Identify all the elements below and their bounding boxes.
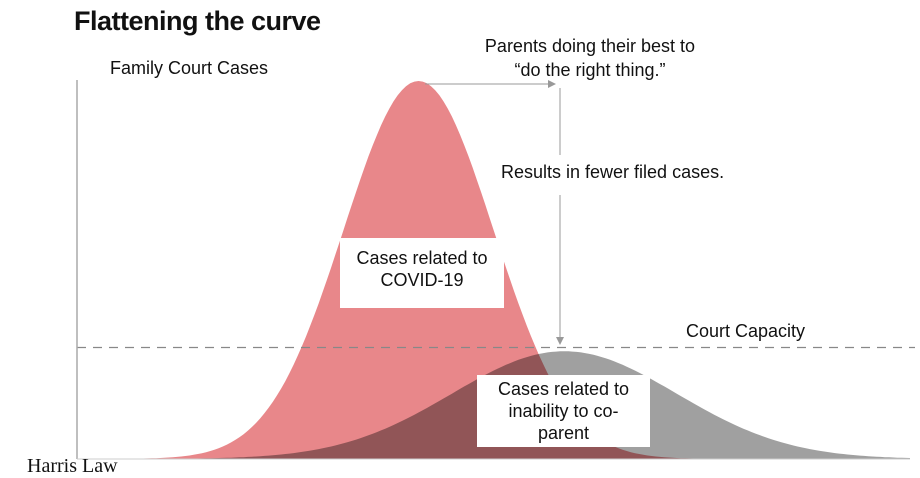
covid-cases-label-box: Cases related to COVID-19 [340, 238, 504, 308]
court-capacity-label: Court Capacity [686, 321, 806, 341]
y-axis-label: Family Court Cases [110, 58, 269, 78]
coparent-cases-label-box: Cases related to inability to co- parent [477, 375, 650, 447]
box-line: Cases related to [497, 379, 630, 399]
box-line: parent [537, 423, 590, 443]
arrow-right-icon [425, 80, 556, 88]
brand-logo-text: Harris Law [27, 455, 118, 477]
arrow-down-icon [556, 88, 564, 345]
top-annotation-line: Parents doing their best to [484, 36, 696, 56]
box-line: COVID-19 [380, 270, 464, 290]
box-line: inability to co- [508, 401, 619, 421]
chart-title: Flattening the curve [74, 6, 321, 36]
top-annotation: Parents doing their best to “do the righ… [440, 34, 740, 82]
side-annotation: Results in fewer filed cases. [501, 162, 725, 182]
top-annotation-line: “do the right thing.” [514, 60, 666, 80]
box-line: Cases related to [356, 248, 488, 268]
